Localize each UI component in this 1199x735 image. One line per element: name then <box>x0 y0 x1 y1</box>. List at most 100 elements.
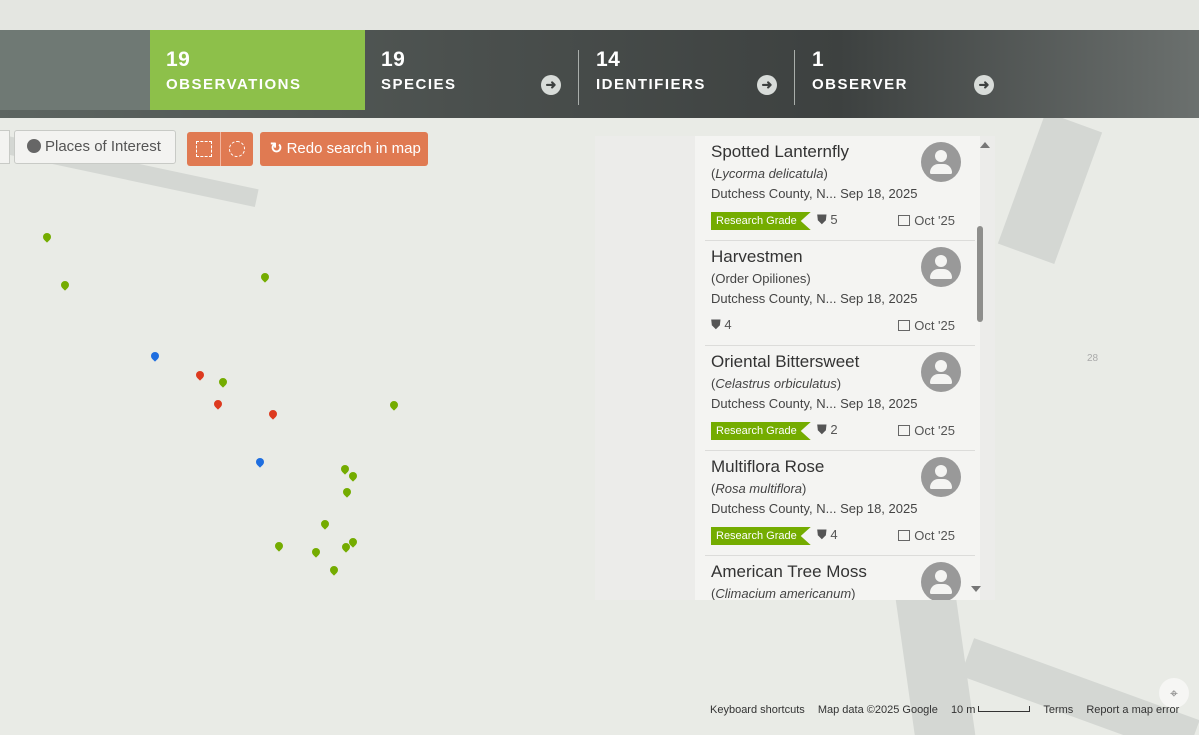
observation-common-name[interactable]: Harvestmen <box>711 247 803 266</box>
observation-place: Dutchess County, N... <box>711 291 837 306</box>
observation-place: Dutchess County, N... <box>711 501 837 516</box>
rectangle-select-icon[interactable] <box>196 141 212 157</box>
observations-count: 19 <box>166 48 191 71</box>
observation-scientific-name: (Climacium americanum) <box>711 586 856 600</box>
map-pin[interactable] <box>259 271 271 283</box>
identification-count-value: 4 <box>830 527 838 542</box>
user-avatar-icon[interactable] <box>921 457 961 497</box>
observation-card[interactable]: Oriental Bittersweet (Celastrus orbicula… <box>705 346 975 451</box>
observation-card[interactable]: American Tree Moss (Climacium americanum… <box>705 556 975 600</box>
observation-scientific-name: (Celastrus orbiculatus) <box>711 376 842 391</box>
added-date-value: Oct '25 <box>914 318 955 333</box>
map-pin[interactable] <box>212 398 224 410</box>
added-date: Oct '25 <box>898 423 955 438</box>
user-avatar-icon[interactable] <box>921 562 961 600</box>
map-pin[interactable] <box>254 456 266 468</box>
scroll-down-icon[interactable] <box>971 586 981 592</box>
map-pin[interactable] <box>341 486 353 498</box>
terms-link[interactable]: Terms <box>1043 704 1074 716</box>
stats-bar: 19 OBSERVATIONS 19 SPECIES ➜ 14 IDENTIFI… <box>0 30 1199 118</box>
arrow-right-icon[interactable]: ➜ <box>974 75 994 95</box>
shape-draw-buttons <box>187 132 253 166</box>
map-pin[interactable] <box>273 540 285 552</box>
species-count: 19 <box>381 48 406 71</box>
map-pin[interactable] <box>41 231 53 243</box>
identification-count: ⛊ 5 <box>817 212 838 227</box>
map-pin[interactable] <box>319 518 331 530</box>
tab-species[interactable]: 19 SPECIES ➜ <box>365 30 577 110</box>
calendar-icon <box>898 215 911 226</box>
redo-search-button[interactable]: ↻ Redo search in map <box>260 132 428 166</box>
map-pin[interactable] <box>310 546 322 558</box>
observation-card[interactable]: Spotted Lanternfly (Lycorma delicatula) … <box>705 136 975 241</box>
added-date: Oct '25 <box>898 318 955 333</box>
map-pin[interactable] <box>217 376 229 388</box>
map-road <box>997 118 1103 265</box>
tab-observers[interactable]: 1 OBSERVER ➜ <box>796 30 1006 110</box>
observation-list-panel: Spotted Lanternfly (Lycorma delicatula) … <box>595 136 995 600</box>
user-avatar-icon[interactable] <box>921 352 961 392</box>
observation-place-date: Dutchess County, N... Sep 18, 2025 <box>711 396 917 411</box>
map-pin[interactable] <box>388 399 400 411</box>
scrollbar-thumb[interactable] <box>977 226 983 322</box>
observation-common-name[interactable]: Multiflora Rose <box>711 457 825 476</box>
observation-date: Sep 18, 2025 <box>840 291 918 306</box>
observation-place-date: Dutchess County, N... Sep 18, 2025 <box>711 186 917 201</box>
observation-common-name[interactable]: American Tree Moss <box>711 562 867 581</box>
user-avatar-icon[interactable] <box>921 142 961 182</box>
report-map-error-link[interactable]: Report a map error <box>1086 704 1180 716</box>
observations-label: OBSERVATIONS <box>166 76 302 93</box>
observation-common-name[interactable]: Oriental Bittersweet <box>711 352 860 371</box>
observers-label: OBSERVER <box>812 76 908 93</box>
map[interactable]: Places of Interest ↻ Redo search in map 2… <box>0 118 1199 735</box>
tab-identifiers[interactable]: 14 IDENTIFIERS ➜ <box>580 30 793 110</box>
arrow-right-icon[interactable]: ➜ <box>541 75 561 95</box>
circle-select-icon[interactable] <box>229 141 245 157</box>
research-grade-badge: Research Grade <box>711 212 811 230</box>
map-pin[interactable] <box>149 350 161 362</box>
map-pin[interactable] <box>347 470 359 482</box>
user-avatar-icon[interactable] <box>921 247 961 287</box>
map-pin[interactable] <box>194 369 206 381</box>
calendar-icon <box>898 425 911 436</box>
map-pin[interactable] <box>267 408 279 420</box>
locate-icon[interactable]: ⌖ <box>1159 678 1189 708</box>
keyboard-shortcuts-link[interactable]: Keyboard shortcuts <box>710 704 805 716</box>
map-footer: Keyboard shortcuts Map data ©2025 Google… <box>710 704 1189 716</box>
identification-count-value: 2 <box>830 422 838 437</box>
calendar-icon <box>898 320 911 331</box>
scroll-up-icon[interactable] <box>980 142 990 148</box>
identification-count: ⛊ 4 <box>817 527 838 542</box>
map-pin[interactable] <box>328 564 340 576</box>
observation-card[interactable]: Harvestmen (Order Opiliones) Dutchess Co… <box>705 241 975 346</box>
divider <box>220 132 221 166</box>
places-of-interest-button[interactable]: Places of Interest <box>14 130 176 164</box>
map-control-edge[interactable] <box>0 130 10 164</box>
map-label: 28 <box>1087 353 1099 364</box>
globe-icon <box>27 139 41 153</box>
arrow-right-icon[interactable]: ➜ <box>757 75 777 95</box>
observation-place-date: Dutchess County, N... Sep 18, 2025 <box>711 291 917 306</box>
divider <box>578 50 579 105</box>
map-pin[interactable] <box>59 279 71 291</box>
observation-card[interactable]: Multiflora Rose (Rosa multiflora) Dutche… <box>705 451 975 556</box>
research-grade-badge: Research Grade <box>711 422 811 440</box>
added-date-value: Oct '25 <box>914 213 955 228</box>
identification-count: ⛊ 4 <box>711 317 732 332</box>
research-grade-badge: Research Grade <box>711 527 811 545</box>
stats-bar-spacer <box>0 30 150 110</box>
scientific-name-text: Rosa multiflora <box>715 481 803 496</box>
added-date: Oct '25 <box>898 528 955 543</box>
observation-common-name[interactable]: Spotted Lanternfly <box>711 142 849 161</box>
redo-search-label: Redo search in map <box>286 140 421 157</box>
identification-count-value: 5 <box>830 212 838 227</box>
added-date-value: Oct '25 <box>914 423 955 438</box>
identifiers-count: 14 <box>596 48 621 71</box>
observation-place: Dutchess County, N... <box>711 396 837 411</box>
observation-date: Sep 18, 2025 <box>840 396 918 411</box>
scientific-name-text: Order Opiliones <box>715 271 807 286</box>
scientific-name-text: Celastrus orbiculatus <box>715 376 837 391</box>
tab-observations[interactable]: 19 OBSERVATIONS <box>150 30 365 110</box>
map-scale-label: 10 m <box>950 704 976 716</box>
observation-date: Sep 18, 2025 <box>840 186 918 201</box>
